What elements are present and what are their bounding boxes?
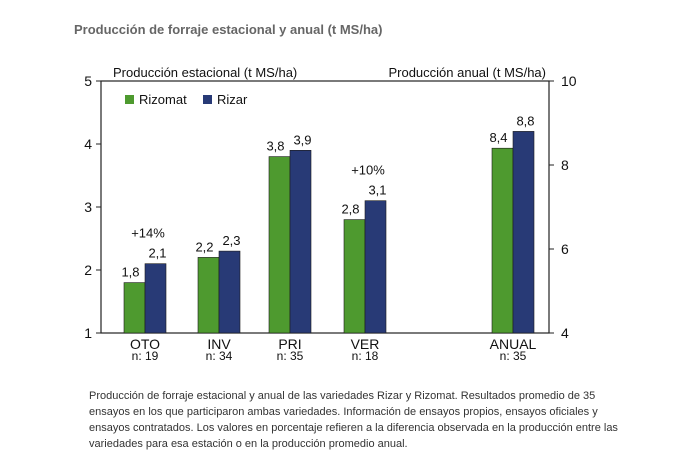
annotation-oto: +14%: [131, 226, 165, 241]
bar-rizar-ver: [364, 200, 387, 334]
bar-rizomat-ver: [343, 219, 366, 334]
category-label-pri: PRI: [278, 336, 301, 352]
y-axis-label-right: Producción anual (t MS/ha): [388, 65, 546, 80]
legend-swatch-rizomat: [125, 95, 134, 104]
bar-rizomat-oto: [123, 282, 146, 334]
sample-size-oto: n: 19: [132, 349, 159, 363]
bar-rizar-inv: [218, 250, 241, 334]
plot-frame: [100, 80, 550, 334]
legend-label-rizar: Rizar: [217, 92, 248, 107]
legend-label-rizomat: Rizomat: [139, 92, 187, 107]
category-label-ver: VER: [351, 336, 380, 352]
y-axis-label-left: Producción estacional (t MS/ha): [113, 65, 297, 80]
bars: [123, 131, 535, 334]
data-label-rizomat-oto: 1,8: [121, 265, 139, 280]
y-tick-label-right: 10: [561, 73, 577, 89]
category-label-oto: OTO: [130, 336, 160, 352]
data-label-rizomat-inv: 2,2: [195, 239, 213, 254]
bar-rizar-pri: [289, 150, 312, 334]
y-axis-right: 4 6 8 10: [549, 73, 577, 341]
annotation-ver: +10%: [351, 163, 385, 178]
figure-caption: Producción de forraje estacional y anual…: [89, 390, 618, 450]
y-tick-label-right: 4: [561, 325, 569, 341]
data-label-rizomat-anual: 8,4: [489, 130, 507, 145]
data-label-rizar-pri: 3,9: [293, 132, 311, 147]
bar-rizomat-anual: [491, 147, 514, 334]
chart-title: Producción de forraje estacional y anual…: [74, 22, 383, 37]
y-tick-label-right: 8: [561, 157, 569, 173]
bar-rizomat-inv: [197, 257, 220, 334]
data-label-rizar-oto: 2,1: [148, 246, 166, 261]
data-label-rizar-anual: 8,8: [516, 113, 534, 128]
category-label-inv: INV: [207, 336, 231, 352]
y-tick-label-left: 4: [84, 136, 92, 152]
y-axis-left: 1 2 3 4 5: [84, 73, 101, 341]
y-tick-label-left: 2: [84, 262, 92, 278]
sample-size-pri: n: 35: [277, 349, 304, 363]
sample-size-anual: n: 35: [500, 349, 527, 363]
sample-size-inv: n: 34: [206, 349, 233, 363]
legend-swatch-rizar: [203, 95, 212, 104]
category-label-anual: ANUAL: [490, 336, 537, 352]
data-label-rizomat-pri: 3,8: [266, 139, 284, 154]
y-tick-label-left: 3: [84, 199, 92, 215]
data-label-rizar-ver: 3,1: [368, 183, 386, 198]
legend: Rizomat Rizar: [125, 92, 248, 107]
sample-size-ver: n: 18: [352, 349, 379, 363]
data-label-rizomat-ver: 2,8: [341, 202, 359, 217]
bar-rizomat-pri: [268, 156, 291, 334]
y-tick-label-left: 1: [84, 325, 92, 341]
data-labels: 1,8 2,1 2,2 2,3 3,8 3,9 2,8 3,1 8,4 8,8 +14% +10%: [121, 113, 534, 279]
y-tick-label-right: 6: [561, 241, 569, 257]
bar-rizar-oto: [144, 263, 167, 334]
bar-rizar-anual: [512, 131, 535, 334]
y-tick-label-left: 5: [84, 73, 92, 89]
data-label-rizar-inv: 2,3: [222, 233, 240, 248]
